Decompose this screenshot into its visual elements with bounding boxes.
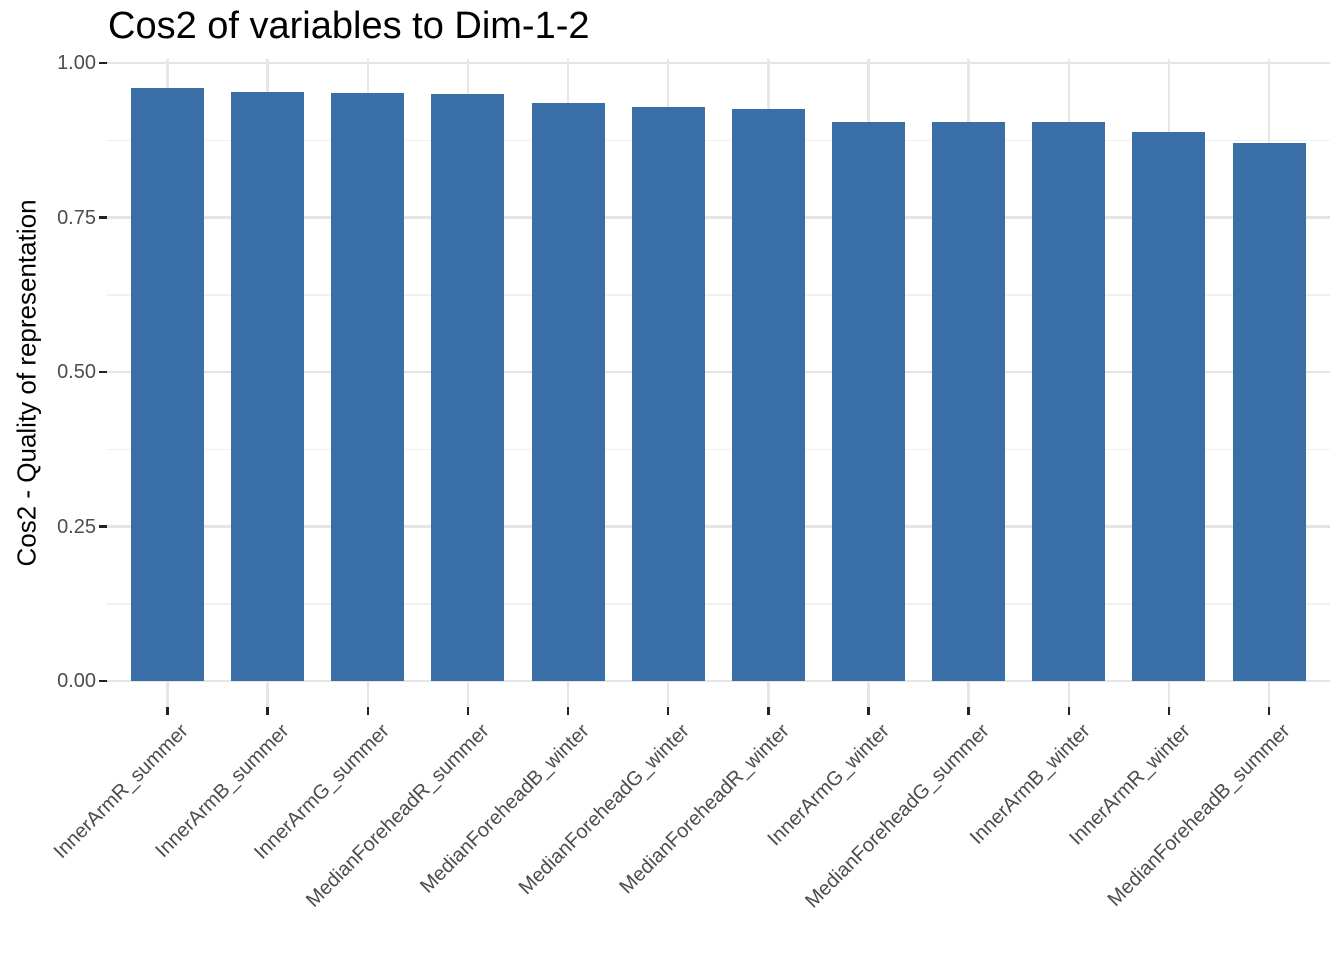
y-tick-label: 1.00 [57,52,96,74]
y-tick-label: 0.75 [57,206,96,229]
bar [831,121,905,681]
bar [731,109,805,681]
x-tick-mark [166,707,169,715]
y-tick-mark [99,525,107,528]
gridline-major-horizontal [107,216,1330,219]
x-tick-mark [666,707,670,715]
x-tick-mark [1067,707,1070,715]
bar [531,103,605,681]
y-tick-label: 0.00 [57,670,96,692]
x-tick-mark [767,707,770,715]
x-tick-label: MedianForeheadG_winter [514,720,694,900]
x-tick-mark [466,707,470,715]
plot-panel [107,59,1330,707]
y-tick-mark [99,216,107,219]
bar [431,93,505,681]
gridline-minor-horizontal [107,448,1330,450]
gridline-minor-horizontal [107,603,1330,605]
x-tick-mark [867,707,870,715]
bar [1132,131,1206,681]
chart-title: Cos2 of variables to Dim-1-2 [108,5,590,47]
gridline-major-horizontal [107,61,1330,65]
y-tick-mark [99,61,107,65]
x-tick-mark [266,707,269,715]
x-tick-mark [1267,707,1271,715]
bar [932,122,1006,681]
gridline-major-horizontal [107,679,1330,683]
x-tick-mark [1167,707,1171,715]
bar [1032,122,1106,681]
x-tick-label: MedianForeheadR_summer [301,720,494,912]
x-tick-label: MedianForeheadB_summer [1103,720,1295,911]
x-tick-label: MedianForeheadR_winter [615,720,794,899]
gridline-minor-horizontal [107,139,1330,141]
x-tick-label: MedianForeheadB_winter [416,720,594,898]
y-tick-mark [99,679,107,683]
gridline-minor-horizontal [107,294,1330,296]
bar [331,92,405,681]
x-tick-label: MedianForeheadG_summer [801,720,995,913]
y-tick-label: 0.25 [57,515,96,538]
x-tick-mark [967,707,970,715]
bar [131,87,204,681]
y-tick-label: 0.50 [57,361,96,383]
bar [631,106,705,681]
x-tick-mark [566,707,570,715]
y-tick-mark [99,370,107,374]
gridline-major-horizontal [107,525,1330,528]
x-tick-mark [366,707,370,715]
bar [231,92,305,681]
gridline-major-horizontal [107,370,1330,374]
bar [1232,143,1306,681]
